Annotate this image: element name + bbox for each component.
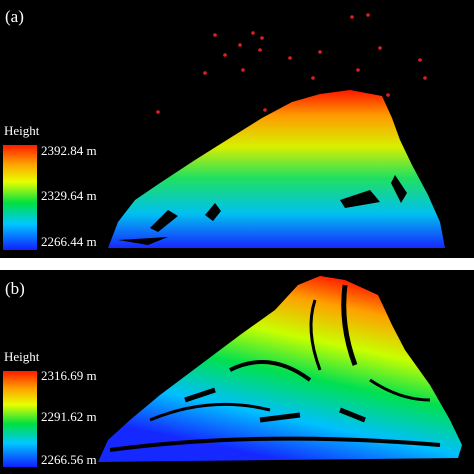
point-cloud-gaps <box>109 284 441 452</box>
colorbar <box>3 145 37 250</box>
legend-label: 2329.64 m <box>41 188 97 203</box>
panel-b: (b) Height 2316.69 m 2291.62 m 2266.56 m <box>0 270 474 474</box>
colorbar <box>3 371 37 467</box>
legend-label: 2266.44 m <box>41 234 97 249</box>
outlier-points <box>156 13 427 114</box>
legend-label: 2291.62 m <box>41 409 97 424</box>
legend-title: Height <box>4 349 40 364</box>
legend-title: Height <box>4 123 40 138</box>
legend-label: 2392.84 m <box>41 143 97 158</box>
legend-label: 2266.56 m <box>41 452 97 467</box>
point-cloud <box>108 90 445 248</box>
legend-label: 2316.69 m <box>41 368 97 383</box>
point-cloud-gaps <box>118 175 407 245</box>
panel-label: (b) <box>5 279 25 298</box>
panel-label: (a) <box>5 7 24 26</box>
point-cloud <box>98 276 462 462</box>
panel-a: (a) Height 2392.84 m 2329.64 m 2266.44 m <box>0 0 474 258</box>
